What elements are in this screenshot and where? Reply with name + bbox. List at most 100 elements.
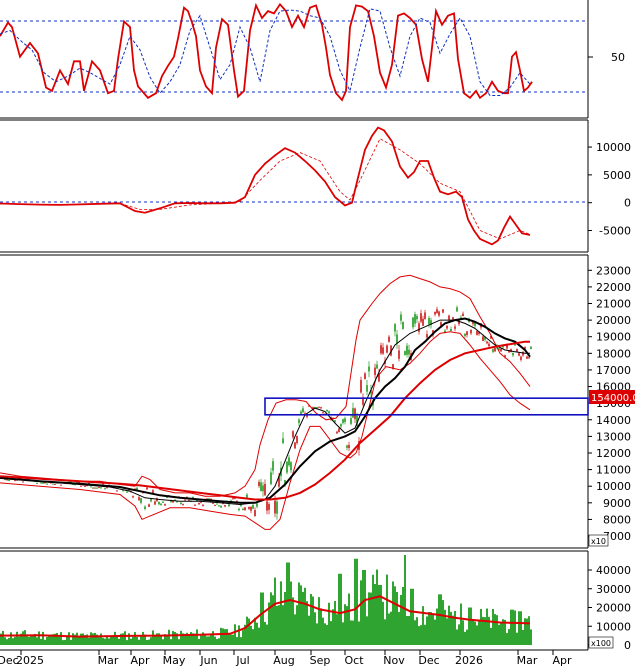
volume-bar: [430, 612, 432, 645]
price-tick-label: 17000: [596, 364, 631, 377]
volume-bar: [366, 616, 368, 645]
price-candle: [156, 498, 158, 502]
price-candle: [96, 487, 98, 489]
price-tick-label: 9000: [603, 497, 631, 510]
volume-bar: [4, 637, 6, 645]
volume-bar: [478, 619, 480, 645]
volume-bar: [14, 636, 16, 645]
price-candle: [482, 336, 484, 342]
price-candle: [224, 505, 226, 507]
volume-bar: [266, 624, 268, 645]
volume-bar: [328, 602, 330, 645]
volume-bar: [44, 639, 46, 645]
support-zone-box: [264, 397, 589, 416]
volume-bar: [508, 629, 510, 645]
x-tick-label: Apr: [130, 654, 150, 666]
volume-bar: [240, 637, 242, 645]
volume-bar: [204, 633, 206, 645]
price-candle: [162, 501, 164, 503]
volume-bar: [88, 637, 90, 645]
volume-bar: [78, 637, 80, 645]
momentum-lines: [0, 126, 531, 246]
price-candle: [264, 484, 266, 496]
volume-bar: [170, 639, 172, 645]
price-candle: [128, 489, 130, 491]
volume-bar: [350, 620, 352, 645]
volume-bar: [210, 635, 212, 645]
price-candle: [42, 482, 44, 484]
volume-bar: [306, 601, 308, 645]
price-candle: [14, 480, 16, 482]
price-candle: [374, 367, 376, 376]
volume-bar: [178, 639, 180, 645]
volume-bar: [488, 616, 490, 645]
price-candle: [104, 488, 106, 490]
price-candle: [6, 479, 8, 481]
price-candle: [520, 356, 522, 360]
volume-bar: [270, 592, 272, 645]
volume-bar: [92, 633, 94, 645]
momentum-tick-label: -5000: [599, 225, 631, 238]
price-candle: [506, 345, 508, 349]
x-tick-label: Mar: [98, 654, 119, 666]
price-candle: [292, 431, 294, 438]
price-candle: [268, 504, 270, 510]
price-candle: [308, 405, 310, 407]
price-candle: [412, 317, 414, 328]
volume-bar: [214, 636, 216, 645]
volume-bar: [276, 605, 278, 645]
price-candle: [424, 312, 426, 320]
volume-bar: [424, 624, 426, 645]
volume-tick-label: 10000: [596, 620, 631, 633]
volume-bar: [106, 635, 108, 645]
price-tick-label: 19000: [596, 331, 631, 344]
price-candle: [84, 485, 86, 487]
price-candle: [294, 442, 296, 449]
x-tick-label: May: [163, 654, 186, 666]
price-candle: [194, 504, 196, 506]
volume-lines: [0, 595, 531, 638]
volume-bar: [2, 630, 4, 645]
volume-bar: [402, 586, 404, 645]
volume-bar: [268, 602, 270, 645]
price-candle: [386, 345, 388, 353]
volume-bar: [348, 593, 350, 645]
volume-bar: [284, 591, 286, 645]
volume-bar: [520, 611, 522, 645]
price-candle: [228, 504, 230, 507]
price-candle: [380, 345, 382, 354]
price-candle: [436, 309, 438, 313]
volume-bar: [388, 613, 390, 645]
volume-bar: [112, 635, 114, 645]
price-candle: [106, 487, 108, 489]
price-candle: [164, 504, 166, 506]
price-candle: [362, 399, 364, 405]
price-candle: [298, 419, 300, 423]
volume-bar: [416, 617, 418, 645]
volume-bar: [242, 630, 244, 645]
volume-bar: [0, 633, 2, 645]
price-candle: [526, 356, 528, 359]
price-candle: [246, 494, 248, 498]
price-candle: [476, 331, 478, 336]
volume-bar: [184, 633, 186, 645]
volume-bar: [314, 612, 316, 645]
price-candle: [402, 321, 404, 330]
volume-bar: [8, 637, 10, 645]
volume-bar: [414, 620, 416, 645]
momentum-signal-line: [0, 138, 531, 240]
price-candle: [300, 411, 302, 414]
price-candle: [100, 487, 102, 489]
volume-bar: [66, 636, 68, 645]
volume-bar: [356, 558, 358, 645]
volume-bar: [68, 632, 70, 645]
volume-bar: [418, 626, 420, 645]
volume-bar: [364, 570, 366, 645]
volume-bar: [194, 633, 196, 645]
oscillator-tick-label: 50: [611, 51, 625, 64]
price-tick-label: 20000: [596, 314, 631, 327]
volume-bar: [394, 586, 396, 645]
price-candle: [498, 348, 500, 350]
price-tick-label: 13000: [596, 430, 631, 443]
price-candle: [136, 487, 138, 491]
